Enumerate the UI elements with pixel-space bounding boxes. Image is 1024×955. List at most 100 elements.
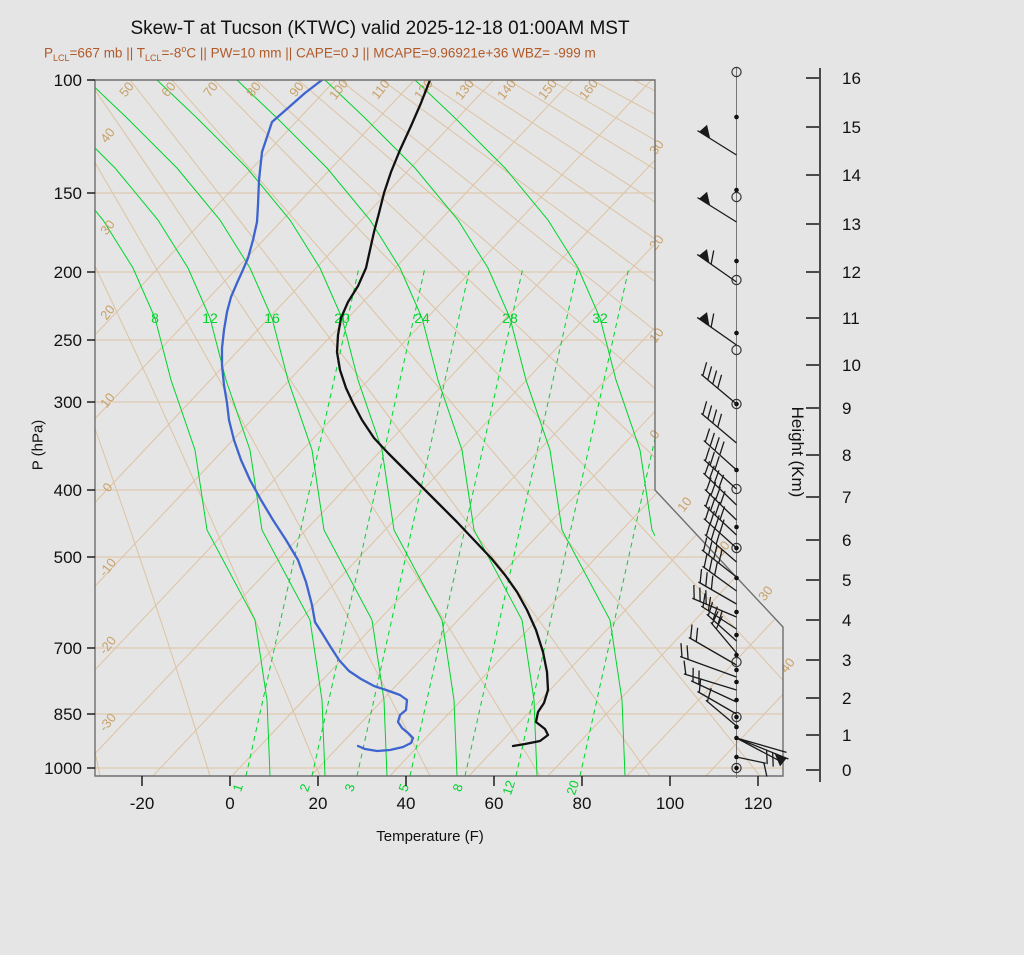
temperature-tick-label: 20 xyxy=(309,794,328,813)
plot-border xyxy=(95,80,783,776)
pressure-tick-label: 100 xyxy=(54,71,82,90)
height-tick-label: 2 xyxy=(842,689,851,708)
adiabat-label-top: 90 xyxy=(286,79,307,100)
mixing-ratio-line xyxy=(410,268,523,776)
dry-adiabat-line xyxy=(4,80,320,776)
isotherm-label-right: 30 xyxy=(646,137,667,158)
dry-adiabat-line xyxy=(46,80,430,776)
wind-level-dot xyxy=(734,715,739,720)
height-tick-label: 3 xyxy=(842,651,851,670)
moist-adiabat-label: 32 xyxy=(592,310,608,326)
pressure-tick-label: 1000 xyxy=(44,759,82,778)
wind-barb xyxy=(684,661,737,690)
adiabat-label-top: 70 xyxy=(200,79,221,100)
wind-barb xyxy=(701,362,736,404)
wind-barb xyxy=(704,493,736,535)
moist-adiabat-label: 8 xyxy=(151,310,159,326)
pressure-tick-label: 300 xyxy=(54,393,82,412)
wind-barb xyxy=(697,192,736,222)
wind-barb-column xyxy=(680,67,788,778)
moist-adiabat-line xyxy=(415,80,715,776)
height-tick-label: 7 xyxy=(842,488,851,507)
pressure-tick-label: 700 xyxy=(54,639,82,658)
dry-adiabat-line xyxy=(382,80,1024,776)
temperature-tick-label: 60 xyxy=(485,794,504,813)
wind-level-dot xyxy=(734,188,739,193)
pressure-axis-title: P (hPa) xyxy=(30,420,47,471)
pressure-tick-label: 200 xyxy=(54,263,82,282)
temperature-tick-label: 120 xyxy=(744,794,772,813)
wind-level-dot xyxy=(734,653,739,658)
height-tick-label: 6 xyxy=(842,531,851,550)
height-tick-label: 4 xyxy=(842,611,851,630)
dry-adiabat-line xyxy=(0,80,100,776)
isotherm-line xyxy=(0,60,670,796)
isotherm-label-left: 0 xyxy=(99,480,115,495)
wind-barb xyxy=(691,668,736,702)
isotherm-line xyxy=(292,60,986,796)
moist-adiabat-line xyxy=(157,80,457,776)
mixing-ratio-label: 2 xyxy=(296,782,313,794)
dry-adiabat-line xyxy=(130,80,650,776)
pressure-tick-label: 150 xyxy=(54,184,82,203)
temperature-tick-label: 100 xyxy=(656,794,684,813)
height-tick-label: 16 xyxy=(842,69,861,88)
mixing-ratio-line xyxy=(516,268,629,776)
wind-level-dot xyxy=(734,115,739,120)
pressure-tick-label: 250 xyxy=(54,331,82,350)
height-tick-label: 10 xyxy=(842,356,861,375)
wind-level-dot xyxy=(734,610,739,615)
dry-adiabat-line xyxy=(592,80,1024,776)
isotherm-label-right: 10 xyxy=(646,325,667,346)
wind-barb xyxy=(692,585,736,617)
height-tick-label: 5 xyxy=(842,571,851,590)
temperature-tick-label: -20 xyxy=(130,794,155,813)
moist-adiabat-label: 16 xyxy=(264,310,280,326)
height-tick-label: 11 xyxy=(842,309,860,328)
pressure-tick-label: 400 xyxy=(54,481,82,500)
mixing-ratio-label: 5 xyxy=(395,782,412,794)
dry-adiabat-line xyxy=(340,80,1024,776)
isotherm-label-left: 30 xyxy=(97,217,118,238)
height-tick-label: 8 xyxy=(842,446,851,465)
wind-barb xyxy=(697,125,736,155)
dry-adiabat-line xyxy=(466,80,1024,776)
isotherm-label-right: 40 xyxy=(777,655,798,676)
wind-barb xyxy=(706,688,737,726)
mixing-ratio-line xyxy=(246,268,359,776)
wind-barb xyxy=(737,738,787,752)
wind-barb xyxy=(697,312,736,345)
adiabat-label-top: 80 xyxy=(243,79,264,100)
isotherm-line xyxy=(608,60,1024,796)
height-tick-label: 13 xyxy=(842,215,861,234)
moist-adiabat-label: 28 xyxy=(502,310,518,326)
dry-adiabat-line xyxy=(424,80,1024,776)
isotherm-label-left: 40 xyxy=(97,125,118,146)
dry-adiabat-line xyxy=(298,80,1024,776)
wind-level-dot xyxy=(734,259,739,264)
wind-level-dot xyxy=(734,525,739,530)
mixing-ratio-label: 8 xyxy=(449,782,466,794)
temperature-axis-title: Temperature (F) xyxy=(376,828,484,845)
height-tick-label: 12 xyxy=(842,263,861,282)
temperature-curve xyxy=(337,80,548,746)
temperature-tick-label: 80 xyxy=(573,794,592,813)
temperature-tick-label: 0 xyxy=(225,794,234,813)
mixing-ratio-line xyxy=(357,268,470,776)
page-title: Skew-T at Tucson (KTWC) valid 2025-12-18… xyxy=(130,18,629,40)
dewpoint-curve xyxy=(222,80,413,751)
height-tick-label: 15 xyxy=(842,118,861,137)
isotherm-label-left: -20 xyxy=(96,633,119,657)
isotherm-label-left: -10 xyxy=(96,555,119,579)
temperature-tick-label: 40 xyxy=(397,794,416,813)
adiabat-label-top: 50 xyxy=(116,79,137,100)
dry-adiabat-line xyxy=(508,80,1024,776)
height-axis-title: Height (Km) xyxy=(787,407,807,498)
pressure-tick-label: 850 xyxy=(54,705,82,724)
wind-barb xyxy=(711,611,737,653)
isotherm-label-left: 20 xyxy=(97,302,118,323)
wind-level-dot xyxy=(734,766,739,771)
